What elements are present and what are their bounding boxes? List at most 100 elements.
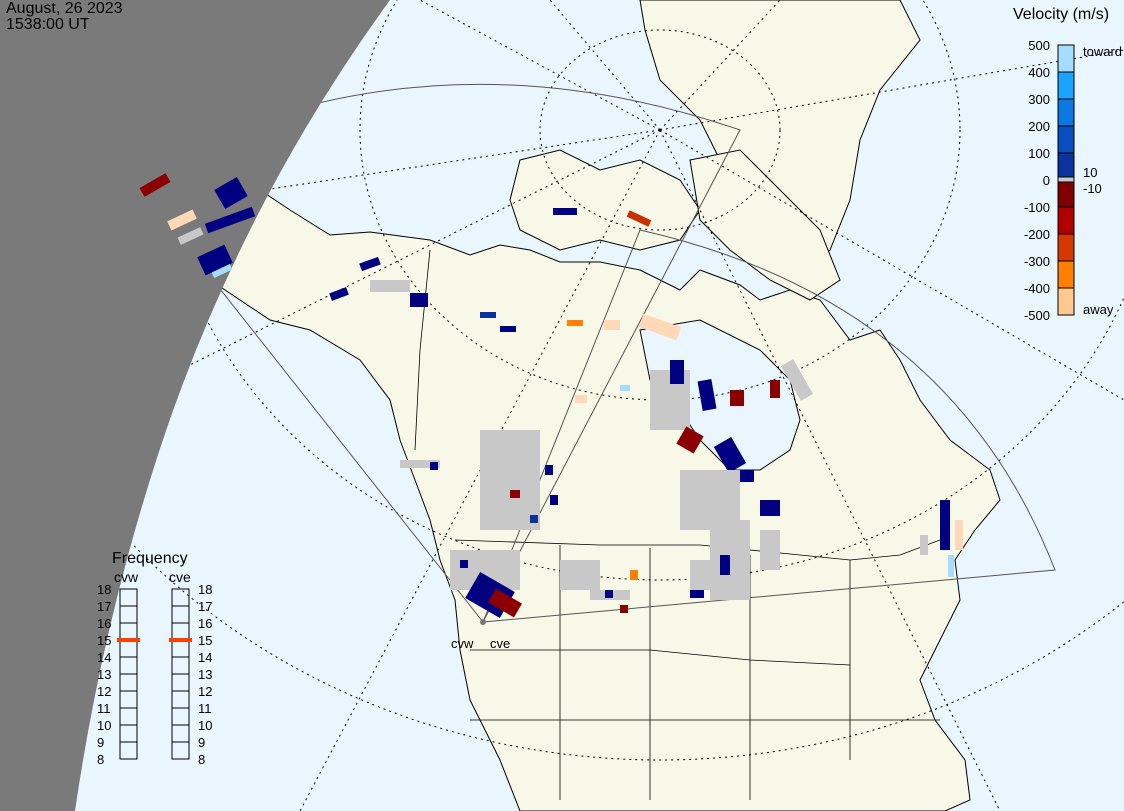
scatter-cell — [730, 390, 744, 406]
frequency-tick: 17 — [198, 599, 213, 614]
scatter-cell — [605, 590, 613, 598]
frequency-cell — [171, 605, 190, 624]
scatter-cell — [948, 555, 954, 577]
frequency-tick: 12 — [198, 684, 213, 699]
frequency-tick: 13 — [97, 667, 112, 682]
time-label: 1538:00 UT — [6, 16, 90, 33]
frequency-cell — [119, 588, 138, 607]
frequency-tick: 15 — [198, 633, 213, 648]
colorbar-segment — [1057, 206, 1075, 235]
away-label: away — [1083, 302, 1114, 317]
frequency-cell — [119, 605, 138, 624]
scatter-cell — [359, 256, 381, 272]
scatter-cell — [920, 535, 928, 555]
gs-lower-label: -10 — [1083, 181, 1102, 196]
scatter-cell — [713, 437, 747, 473]
scatter-cell — [500, 326, 516, 332]
frequency-title: Frequency — [112, 550, 188, 567]
frequency-tick: 18 — [97, 582, 112, 597]
scatter-cell — [550, 495, 558, 505]
scatter-cell — [553, 208, 577, 215]
scatter-cell — [740, 470, 754, 482]
frequency-cell — [119, 639, 138, 658]
north-america — [129, 174, 1001, 811]
velocity-tick: 100 — [1028, 146, 1050, 161]
colorbar-segment — [1057, 71, 1075, 100]
frequency-cell — [171, 724, 190, 743]
colorbar-segment — [1057, 152, 1075, 181]
velocity-tick: -100 — [1023, 200, 1050, 215]
frequency-marker — [117, 638, 140, 642]
frequency-cell — [171, 656, 190, 675]
frequency-tick: 9 — [198, 735, 206, 750]
colorbar-segment — [1057, 98, 1075, 127]
scatter-cell — [410, 293, 428, 307]
scatter-cell — [760, 500, 780, 516]
radar-site — [480, 619, 486, 625]
scatter-cell — [510, 490, 520, 498]
frequency-tick: 10 — [198, 718, 213, 733]
scatter-cell — [620, 385, 630, 391]
colorbar-segment — [1057, 179, 1075, 208]
colorbar-segment — [1057, 233, 1075, 262]
scatter-cell — [760, 530, 780, 570]
scatter-cell — [204, 206, 256, 234]
gs-upper-label: 10 — [1083, 165, 1098, 180]
scatter-cell — [400, 460, 440, 468]
frequency-cell — [171, 707, 190, 726]
colorbar-segment — [1057, 44, 1075, 73]
scatter-cell — [211, 264, 233, 278]
colorbar-segment — [1057, 260, 1075, 289]
frequency-cell — [171, 622, 190, 641]
frequency-boxes — [117, 588, 192, 760]
toward-label: toward — [1083, 44, 1123, 59]
frequency-cell — [119, 724, 138, 743]
scatter-cell — [780, 359, 814, 401]
frequency-tick: 16 — [198, 616, 213, 631]
scatter-cells — [139, 173, 963, 618]
scatter-cell — [214, 176, 248, 210]
frequency-tick: 8 — [198, 752, 206, 767]
velocity-colorbar — [1057, 44, 1075, 316]
scatter-cell — [620, 605, 628, 613]
scatter-cell — [690, 590, 704, 598]
velocity-tick: 400 — [1028, 65, 1050, 80]
frequency-cell — [171, 690, 190, 709]
scatter-cell — [955, 520, 963, 550]
frequency-cell — [171, 588, 190, 607]
cvw-freq-label: cvw — [114, 569, 139, 585]
scatter-cell — [177, 227, 204, 245]
velocity-tick: -200 — [1023, 227, 1050, 242]
velocity-tick: 500 — [1028, 38, 1050, 53]
scatter-cell — [697, 379, 717, 411]
scatter-cell — [430, 462, 438, 470]
date-label: August, 26 2023 — [6, 0, 123, 17]
frequency-tick: 15 — [97, 633, 112, 648]
frequency-cell — [171, 673, 190, 692]
scatter-cell — [488, 588, 522, 618]
cve-freq-label: cve — [169, 569, 191, 585]
colorbar-ground-scatter — [1057, 176, 1075, 183]
velocity-tick: 0 — [1042, 173, 1050, 188]
scatter-cell — [460, 560, 468, 568]
scatter-cell — [139, 173, 171, 197]
frequency-cell — [119, 690, 138, 709]
scatter-cell — [545, 465, 553, 475]
frequency-cell — [119, 656, 138, 675]
scatter-cell — [329, 287, 349, 301]
cvw-site-label: cvw — [451, 636, 474, 651]
frequency-tick: 9 — [97, 735, 105, 750]
scatter-cell — [770, 380, 780, 398]
cve-site-label: cve — [490, 636, 511, 651]
frequency-tick: 14 — [198, 650, 213, 665]
frequency-tick: 17 — [97, 599, 112, 614]
frequency-tick: 11 — [97, 701, 111, 716]
scatter-cell — [630, 570, 638, 580]
frequency-tick: 10 — [97, 718, 112, 733]
scatter-cell — [480, 312, 496, 318]
frequency-tick: 14 — [97, 650, 112, 665]
scatter-cell — [626, 210, 652, 227]
colorbar-segment — [1057, 287, 1075, 316]
arctic-islands — [509, 149, 701, 251]
